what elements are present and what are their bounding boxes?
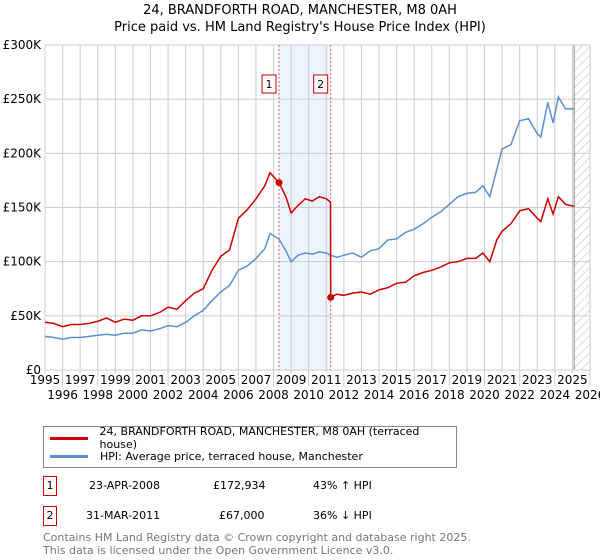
event-badge	[313, 74, 329, 94]
x-tick-label: 2014	[364, 388, 395, 402]
legend-label: 24, BRANDFORTH ROAD, MANCHESTER, M8 0AH …	[99, 425, 420, 451]
series-line	[44, 94, 575, 340]
plot-area: 1995199619971998199920002001200220032004…	[3, 38, 600, 402]
x-tick-label: 2021	[487, 373, 518, 387]
y-tick-label: £150K	[3, 201, 43, 215]
y-tick-label: £250K	[3, 92, 43, 106]
legend-item-hpi: HPI: Average price, terraced house, Manc…	[44, 448, 363, 464]
marker-badge: 1	[43, 476, 57, 496]
x-tick-label: 2020	[469, 388, 500, 402]
x-tick-label: 2011	[311, 373, 342, 387]
x-tick-label: 1995	[30, 373, 61, 387]
chart-title: 24, BRANDFORTH ROAD, MANCHESTER, M8 0AH	[143, 3, 457, 18]
x-tick-label: 2018	[434, 388, 465, 402]
transaction-hpi: 43% ↑ HPI	[313, 479, 372, 492]
legend-red-line	[50, 436, 88, 440]
event-badge	[261, 74, 277, 94]
x-tick-label: 2024	[540, 388, 571, 402]
transaction-date: 23-APR-2008	[89, 479, 161, 492]
x-tick-label: 2004	[188, 388, 219, 402]
y-tick-label: £100K	[3, 255, 43, 269]
x-tick-label: 2000	[118, 388, 149, 402]
y-tick-label: £300K	[3, 38, 43, 52]
legend-blue-line	[50, 454, 88, 458]
x-tick-label: 2026	[575, 388, 600, 402]
event-marker	[327, 293, 335, 301]
series-line	[44, 171, 575, 328]
x-tick-label: 2022	[504, 388, 535, 402]
y-tick-label: £50K	[10, 309, 42, 323]
x-tick-label: 2002	[153, 388, 184, 402]
x-tick-label: 2013	[346, 373, 377, 387]
x-tick-label: 2017	[417, 373, 448, 387]
x-tick-label: 2010	[293, 388, 324, 402]
plot-border	[44, 44, 591, 371]
event-badge-label: 1	[265, 78, 272, 91]
x-tick-label: 2025	[557, 373, 588, 387]
x-tick-label: 2015	[381, 373, 412, 387]
legend: 24, BRANDFORTH ROAD, MANCHESTER, M8 0AH …	[43, 425, 457, 468]
transaction-hpi: 36% ↓ HPI	[313, 509, 372, 522]
event-badge-label: 2	[317, 78, 324, 91]
x-tick-label: 2008	[258, 388, 289, 402]
transaction-price: £172,934	[213, 479, 266, 492]
x-tick-label: 2012	[329, 388, 360, 402]
transaction-date: 31-MAR-2011	[86, 509, 161, 522]
transaction-price: £67,000	[219, 509, 265, 522]
legend-label: HPI: Average price, terraced house, Manc…	[100, 449, 363, 463]
x-tick-label: 2001	[135, 373, 166, 387]
footer-line: Contains HM Land Registry data © Crown c…	[43, 531, 471, 544]
event-marker	[275, 179, 283, 187]
x-tick-label: 2005	[206, 373, 237, 387]
x-tick-label: 2019	[452, 373, 483, 387]
marker-badge: 2	[43, 506, 57, 526]
x-tick-label: 1998	[82, 388, 113, 402]
y-tick-label: £0	[26, 363, 41, 377]
footer-line: This data is licensed under the Open Gov…	[43, 544, 394, 557]
x-tick-label: 2023	[522, 373, 553, 387]
chart-subtitle: Price paid vs. HM Land Registry's House …	[114, 20, 486, 35]
x-tick-label: 2006	[223, 388, 254, 402]
x-tick-label: 1996	[47, 388, 78, 402]
x-tick-label: 2003	[170, 373, 201, 387]
footer: Contains HM Land Registry data © Crown c…	[43, 531, 471, 557]
y-tick-label: £200K	[3, 146, 43, 160]
x-tick-label: 1997	[65, 373, 96, 387]
x-tick-label: 2016	[399, 388, 430, 402]
x-tick-label: 2007	[241, 373, 272, 387]
legend-item-property: 24, BRANDFORTH ROAD, MANCHESTER, M8 0AH …	[44, 425, 456, 451]
x-tick-label: 2009	[276, 373, 307, 387]
x-tick-label: 1999	[100, 373, 131, 387]
